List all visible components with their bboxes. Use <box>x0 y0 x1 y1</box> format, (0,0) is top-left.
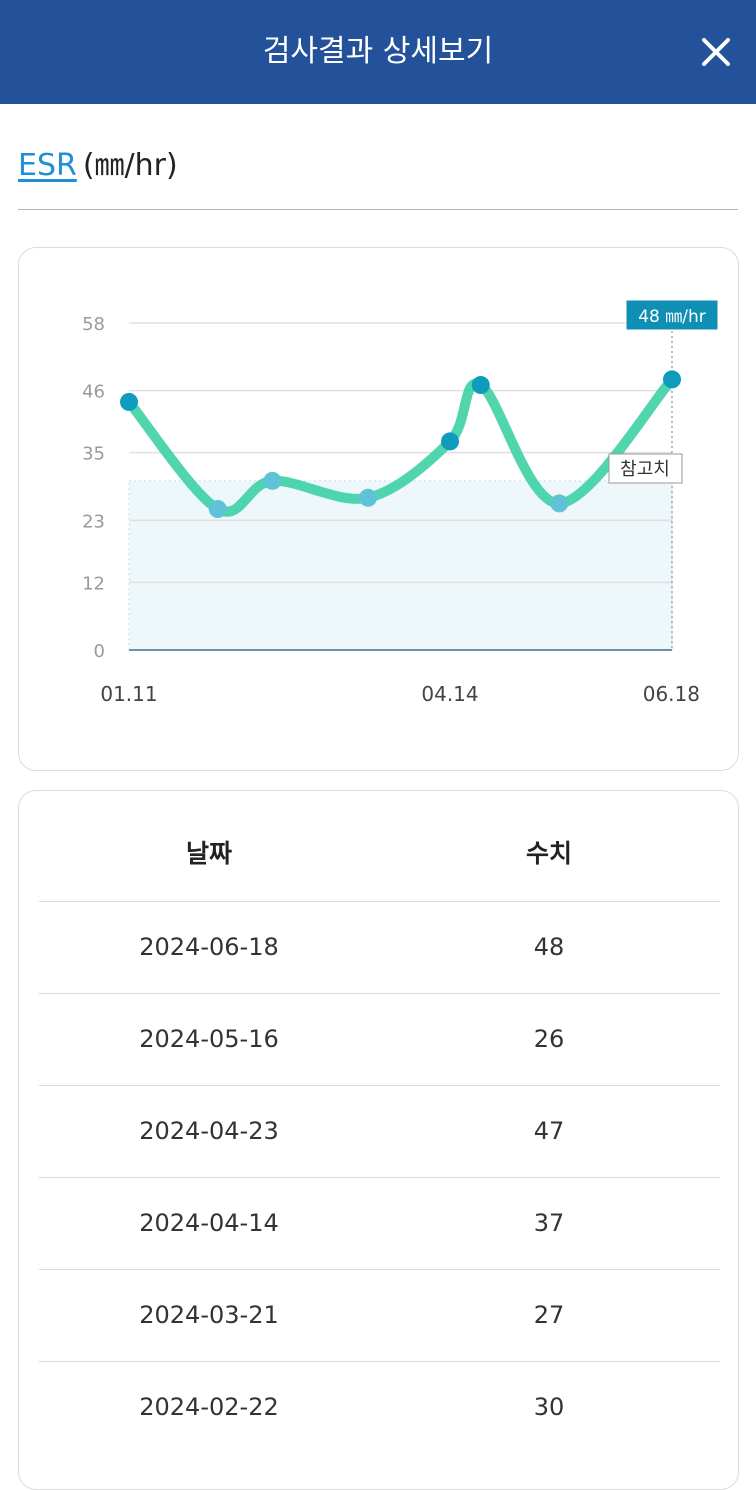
highlight-value-label: 48 ㎜/hr <box>638 307 706 327</box>
x-tick-label: 06.18 <box>643 682 700 706</box>
page-title: 검사결과 상세보기 <box>262 34 494 69</box>
chart-card: 0 12 23 35 46 58 01.11 04.14 06.18 참고치 48 ㎜/hr <box>18 247 739 771</box>
row-value: 26 <box>533 1025 565 1053</box>
test-unit: (㎜/hr) <box>82 148 178 183</box>
y-tick-label: 12 <box>82 573 105 594</box>
row-value: 48 <box>533 933 565 961</box>
divider <box>18 209 738 210</box>
row-date: 2024-04-23 <box>139 1117 279 1145</box>
row-value: 47 <box>533 1117 565 1145</box>
data-point <box>441 432 460 451</box>
x-tick-label: 04.14 <box>421 682 478 706</box>
row-date: 2024-02-22 <box>139 1393 279 1421</box>
data-point <box>120 392 138 411</box>
row-date: 2024-04-14 <box>139 1209 279 1237</box>
x-tick-label: 01.11 <box>100 682 157 706</box>
y-tick-label: 46 <box>82 382 105 403</box>
y-tick-label: 23 <box>82 511 105 532</box>
table-row: 2024-03-21 27 <box>39 1269 720 1362</box>
table-row: 2024-04-23 47 <box>39 1085 720 1178</box>
row-date: 2024-05-16 <box>139 1025 279 1053</box>
trend-chart: 0 12 23 35 46 58 01.11 04.14 06.18 참고치 48 ㎜/hr <box>82 299 719 706</box>
results-table-card: 날짜 수치 2024-06-18 48 2024-05-16 26 2024-04-23… <box>18 790 739 1490</box>
app-header: 검사결과 상세보기 <box>0 0 756 104</box>
row-value: 30 <box>533 1393 565 1421</box>
y-tick-label: 35 <box>82 444 105 465</box>
reference-label-box <box>608 453 683 484</box>
table-row: 2024-02-22 30 <box>39 1361 720 1454</box>
table-row: 2024-06-18 48 <box>39 901 720 994</box>
test-title-row: ESR (㎜/hr) <box>18 142 178 190</box>
data-point <box>663 370 681 389</box>
row-date: 2024-06-18 <box>139 933 279 961</box>
row-date: 2024-03-21 <box>139 1301 279 1329</box>
row-value: 37 <box>533 1209 565 1237</box>
data-point <box>263 471 282 490</box>
data-point <box>550 494 569 513</box>
close-icon <box>702 38 730 66</box>
table-row: 2024-04-14 37 <box>39 1177 720 1270</box>
table-header-date: 날짜 <box>185 839 232 868</box>
table-row: 2024-05-16 26 <box>39 993 720 1086</box>
data-point <box>471 376 490 395</box>
row-value: 27 <box>533 1301 565 1329</box>
close-button[interactable] <box>694 30 738 74</box>
test-name-link[interactable]: ESR <box>18 148 77 183</box>
y-tick-label: 0 <box>94 641 105 662</box>
data-point <box>359 488 378 507</box>
reference-label: 참고치 <box>620 459 670 480</box>
highlight-value-box <box>625 299 719 331</box>
data-point <box>208 500 227 519</box>
table-header-value: 수치 <box>525 839 572 868</box>
y-tick-label: 58 <box>82 314 105 335</box>
